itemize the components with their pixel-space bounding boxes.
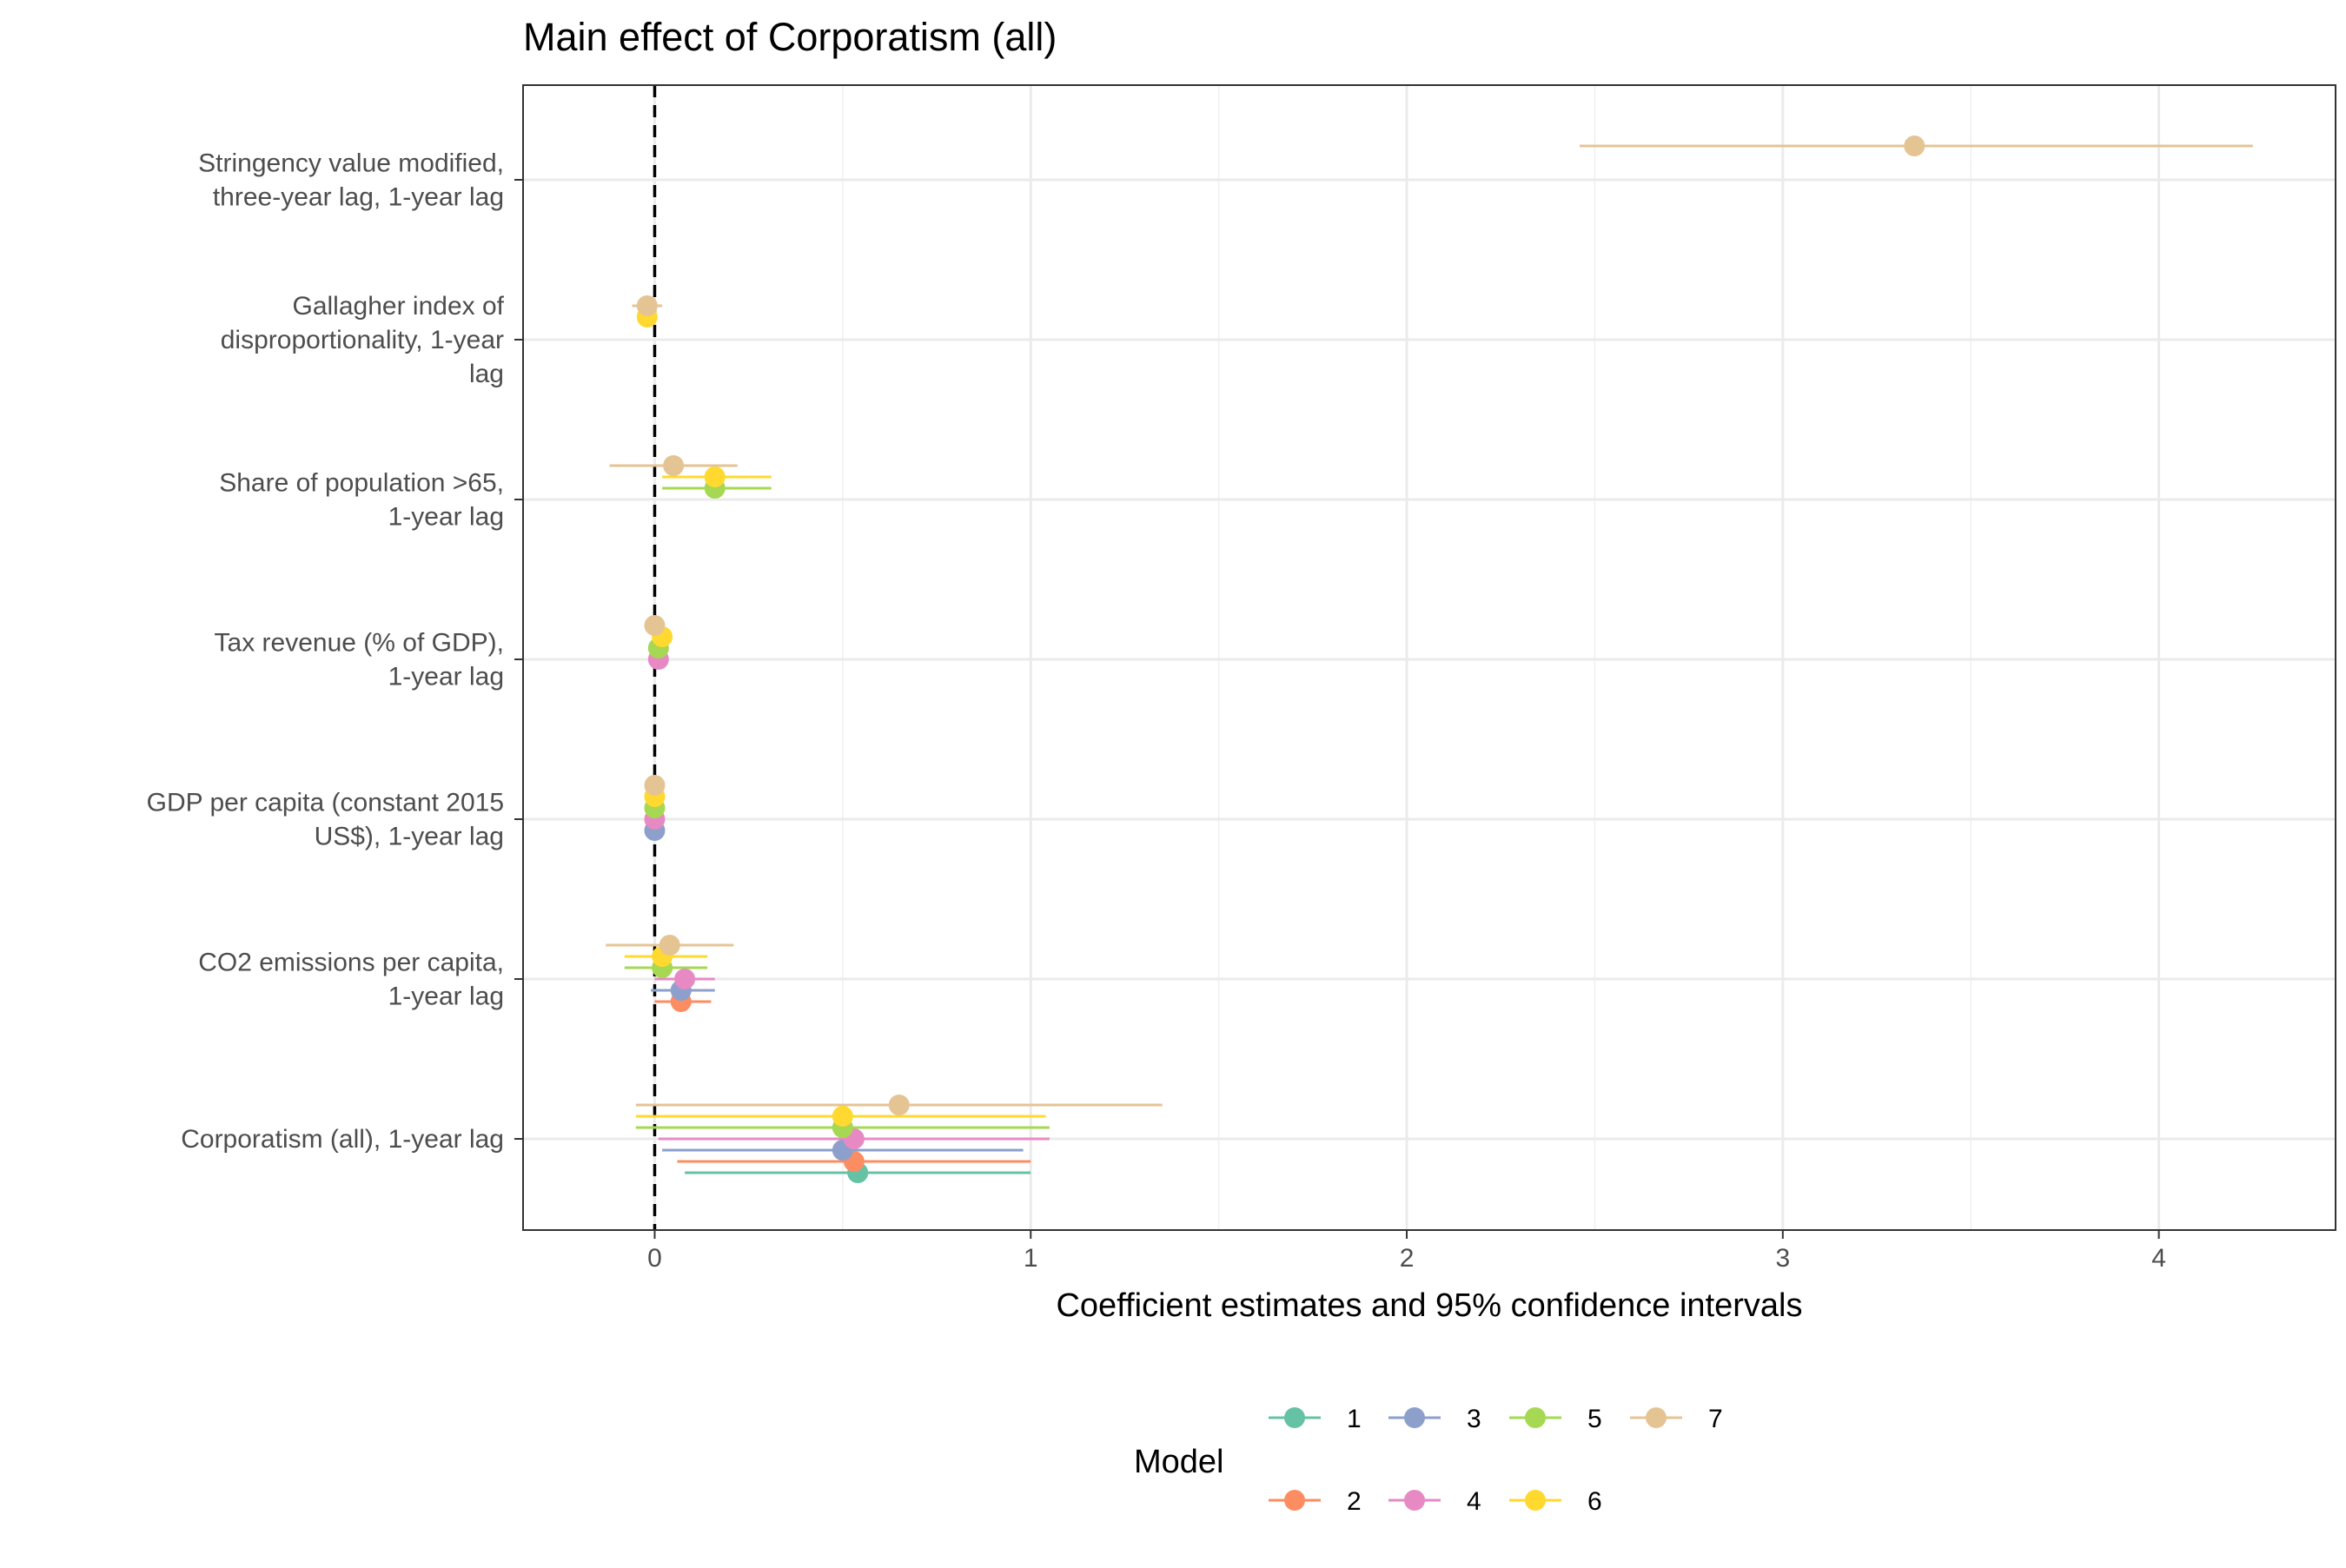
y-tick-label: GDP per capita (constant 2015 — [147, 789, 504, 817]
legend-key-point — [1404, 1407, 1425, 1428]
legend-label: 4 — [1467, 1487, 1481, 1516]
y-tick-label: US$), 1-year lag — [315, 823, 504, 851]
x-tick-label: 2 — [1400, 1244, 1415, 1273]
point-estimate — [644, 775, 666, 796]
y-tick-label: Stringency value modified, — [198, 149, 504, 178]
point-estimate — [636, 295, 658, 316]
legend-key-point — [1646, 1407, 1667, 1428]
point-estimate — [674, 969, 696, 989]
y-tick-label: Tax revenue (% of GDP), — [215, 629, 504, 658]
legend-key-point — [1525, 1490, 1546, 1511]
plot-border — [522, 84, 2336, 1231]
point-estimate — [644, 615, 666, 636]
x-tick-label: 0 — [647, 1244, 662, 1273]
legend-label: 2 — [1347, 1487, 1362, 1516]
x-tick-label: 3 — [1775, 1244, 1790, 1273]
y-tick-label: 1-year lag — [388, 982, 504, 1011]
y-tick-label: CO2 emissions per capita, — [198, 949, 504, 977]
point-estimate — [704, 466, 726, 487]
x-tick-label: 4 — [2151, 1244, 2166, 1273]
y-tick-label: disproportionality, 1-year — [221, 326, 504, 354]
legend-label: 3 — [1467, 1405, 1481, 1433]
legend-key-point — [1525, 1407, 1546, 1428]
chart-title: Main effect of Corporatism (all) — [523, 15, 1057, 59]
legend-key-point — [1404, 1490, 1425, 1511]
y-tick-label: Gallagher index of — [293, 292, 505, 321]
plot-panel — [523, 85, 2336, 1230]
legend-label: 7 — [1708, 1405, 1723, 1433]
legend-label: 1 — [1347, 1405, 1362, 1433]
y-tick-label: three-year lag, 1-year lag — [213, 183, 504, 212]
point-estimate — [832, 1106, 853, 1127]
y-tick-label: Corporatism (all), 1-year lag — [181, 1125, 504, 1154]
x-tick-label: 1 — [1024, 1244, 1038, 1273]
legend-key-point — [1284, 1407, 1305, 1428]
point-estimate — [663, 455, 685, 476]
y-tick-label: lag — [469, 360, 504, 388]
legend-key-point — [1284, 1490, 1305, 1511]
y-tick-label: Share of population >65, — [219, 469, 504, 498]
legend-label: 5 — [1587, 1405, 1602, 1433]
legend-label: 6 — [1587, 1487, 1602, 1516]
point-estimate — [659, 935, 680, 956]
x-axis-title: Coefficient estimates and 95% confidence… — [1056, 1287, 1802, 1324]
legend-title: Model — [1134, 1444, 1224, 1480]
y-tick-label: 1-year lag — [388, 503, 504, 532]
point-estimate — [1904, 136, 1925, 156]
y-tick-label: 1-year lag — [388, 663, 504, 691]
point-estimate — [888, 1095, 910, 1115]
